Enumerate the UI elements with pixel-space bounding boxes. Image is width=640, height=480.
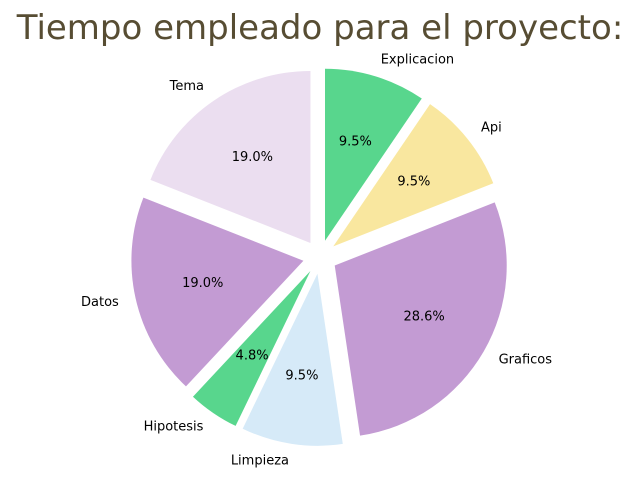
- pie-percent-label: 19.0%: [232, 150, 273, 165]
- pie-percent-label: 9.5%: [285, 368, 318, 383]
- pie-category-label: Hipotesis: [144, 420, 204, 435]
- pie-slice-graficos: [334, 202, 507, 436]
- pie-slice-api: [333, 104, 494, 247]
- pie-slice-limpieza: [242, 273, 343, 446]
- pie-category-label: Api: [481, 121, 502, 136]
- pie-percent-label: 9.5%: [397, 174, 430, 189]
- pie-percent-label: 4.8%: [236, 349, 269, 364]
- pie-percent-label: 28.6%: [403, 310, 444, 325]
- pie-category-label: Explicacion: [381, 52, 454, 67]
- pie-slice-explicacion: [325, 68, 422, 241]
- pie-slice-hipotesis: [192, 271, 311, 426]
- pie-percent-label: 9.5%: [339, 135, 372, 150]
- pie-slice-tema: [150, 70, 311, 243]
- chart-title: Tiempo empleado para el proyecto:: [16, 8, 624, 48]
- pie-category-label: Limpieza: [231, 453, 289, 468]
- pie-category-label: Graficos: [499, 353, 553, 368]
- pie-slice-datos: [131, 197, 304, 387]
- pie-category-label: Tema: [169, 79, 204, 94]
- pie-category-label: Datos: [81, 295, 119, 310]
- pie-percent-label: 19.0%: [182, 276, 223, 291]
